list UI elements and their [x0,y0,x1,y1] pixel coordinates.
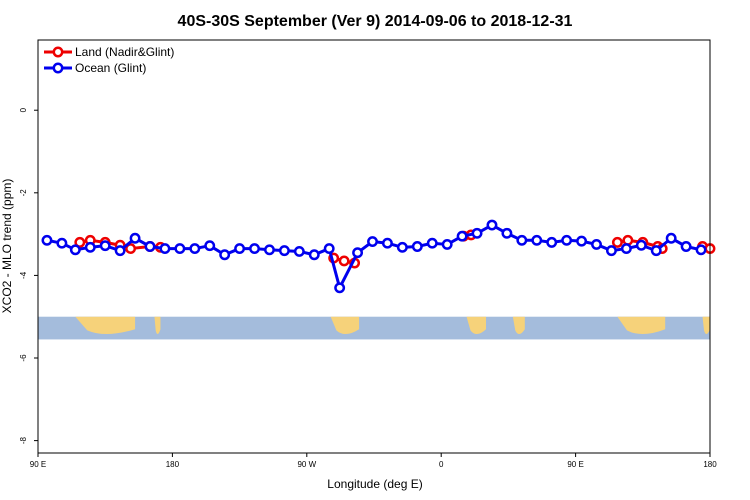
ocean-series-point [576,235,588,247]
land-series-point [125,243,137,255]
ocean-series-point [323,243,335,255]
ocean-series-point [352,247,364,259]
ocean-series-point [561,234,573,246]
ocean-series-point [680,241,692,252]
ocean-series-point [531,234,543,246]
ocean-series-point [114,245,126,257]
map-ocean [38,316,710,340]
plot-frame [37,39,711,454]
ocean-series-point [516,234,528,246]
map-band [38,316,710,340]
x-tick-label: 90 E [567,460,583,469]
axis-ticks: 90 E 180 90 W 0 90 E 180 0 -2 -4 -6 -8 [19,107,717,469]
land-series-point [611,236,623,248]
ocean-series-point [501,227,513,239]
land-series-point [338,255,350,267]
map-land-patch [75,316,136,335]
y-tick-label: -4 [19,271,28,279]
x-tick-label: 180 [166,460,180,469]
x-tick-label: 0 [439,460,444,469]
ocean-series-point [41,234,53,246]
ocean-series-point [456,230,468,242]
y-tick-label: -2 [19,189,28,197]
map-land-patch [330,316,360,335]
map-land-patch [154,316,161,335]
y-tick-label: 0 [19,107,28,112]
ocean-series-point [695,244,707,256]
ocean-series-point [635,239,647,251]
ocean-series-point [189,243,201,255]
ocean-series-point [249,243,260,255]
ocean-series-point [471,227,483,239]
legend-entry-ocean: Ocean (Glint) [44,61,146,75]
land-series-point [74,236,86,248]
ocean-series-point [308,249,320,261]
ocean-series-point [278,245,290,257]
y-tick-label: -6 [19,354,28,362]
ocean-series-point [219,249,231,261]
ocean-series-point [620,243,632,255]
ocean-series-point [546,236,558,248]
chart-title: 40S-30S September (Ver 9) 2014-09-06 to … [178,13,573,30]
legend-entry-land: Land (Nadir&Glint) [44,45,174,59]
map-land-patch [512,316,525,335]
ocean-series-line [46,223,702,290]
ocean-series-point [411,241,423,252]
land-series-point [622,234,634,246]
ocean-series-point [334,282,346,294]
ocean-series-point [441,238,453,250]
ocean-series-point [56,237,68,249]
ocean-series-point [69,244,81,256]
map-land-patch [617,316,666,335]
ocean-series-point [381,237,393,249]
legend-marker-land [52,46,64,58]
series-layer [41,219,716,294]
ocean-series-point [605,245,617,257]
x-axis-label: Longitude (deg E) [327,477,422,491]
ocean-series-point [591,238,602,250]
ocean-series-point [396,241,408,253]
x-tick-label: 90 E [30,460,46,469]
x-tick-label: 180 [703,460,717,469]
ocean-series-point [174,243,186,255]
ocean-series-point [650,245,662,257]
ocean-series-point [129,232,141,244]
legend-label-ocean: Ocean (Glint) [75,61,146,75]
ocean-series-point [264,244,275,256]
ocean-series-point [426,237,438,249]
ocean-series-point [84,241,96,253]
ocean-series-point [159,243,171,255]
map-land-patch [466,316,486,335]
ocean-series-point [99,240,111,252]
ocean-series-point [665,232,677,244]
legend-label-land: Land (Nadir&Glint) [75,45,174,59]
ocean-series-point [234,243,246,255]
y-tick-label: -8 [19,437,28,445]
ocean-series-point [293,246,305,257]
ocean-series-point [367,236,378,247]
ocean-series-point [204,240,216,252]
x-tick-label: 90 W [297,460,316,469]
map-land-patch [702,316,710,335]
y-axis-label: XCO2 - MLO trend (ppm) [0,179,14,314]
legend-marker-ocean [52,62,64,74]
ocean-series-point [486,219,498,231]
ocean-series-point [144,241,156,252]
legend: Land (Nadir&Glint) Ocean (Glint) [44,45,174,75]
